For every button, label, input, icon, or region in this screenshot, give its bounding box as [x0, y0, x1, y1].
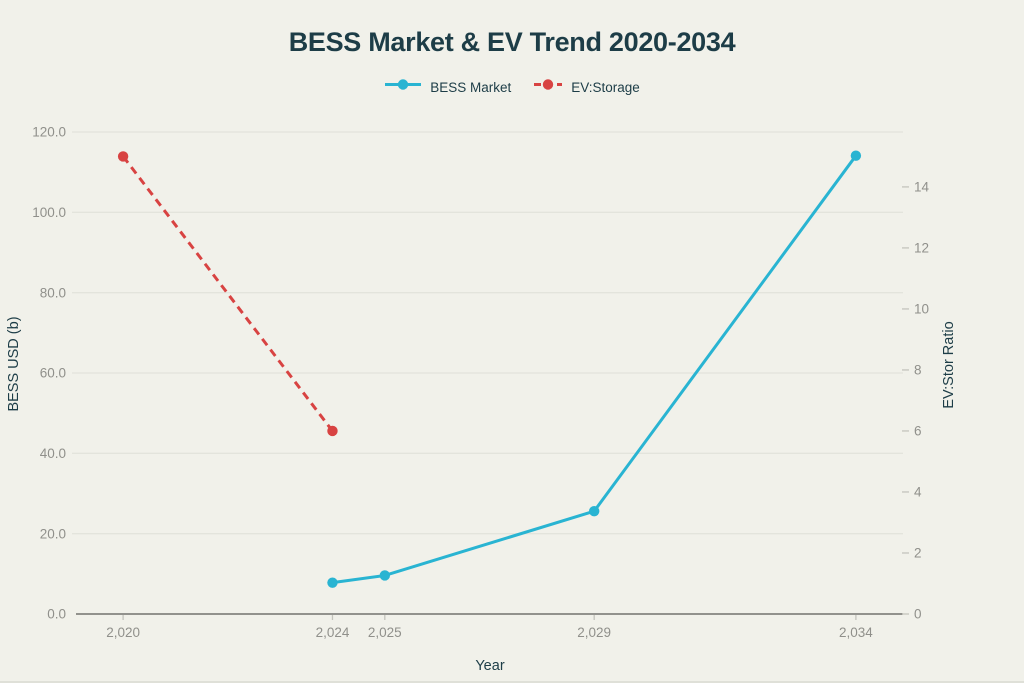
right-axis-tick-label: 0	[914, 607, 922, 622]
data-point	[117, 151, 129, 162]
right-axis-tick-label: 6	[914, 424, 922, 439]
data-point	[327, 577, 338, 588]
left-axis-tick-label: 40.0	[40, 446, 66, 461]
x-axis-tick-label: 2,029	[577, 625, 611, 640]
right-axis-tick-label: 12	[914, 241, 929, 256]
legend-label-ev-storage: EV:Storage	[571, 79, 640, 95]
x-axis-tick-label: 2,020	[106, 625, 140, 640]
left-axis-tick-label: 100.0	[32, 205, 66, 220]
legend-label-bess-market: BESS Market	[430, 79, 512, 95]
data-point	[850, 150, 862, 161]
left-axis-tick-label: 0.0	[47, 607, 66, 622]
right-axis-tick-label: 10	[914, 302, 929, 317]
right-axis-tick-label: 4	[914, 485, 922, 500]
legend: BESS Market EV:Storage	[0, 78, 1024, 96]
legend-item-ev-storage[interactable]: EV:Storage	[533, 78, 640, 96]
data-point	[588, 505, 600, 517]
ev-storage-line-swatch-icon	[533, 78, 563, 96]
right-axis-tick-label: 8	[914, 363, 922, 378]
x-axis-tick-label: 2,034	[839, 625, 873, 640]
x-axis-title: Year	[475, 658, 505, 674]
legend-swatch-graphic	[534, 79, 563, 90]
left-axis-tick-label: 80.0	[40, 285, 66, 300]
legend-swatch-graphic	[385, 79, 422, 90]
bess-market-line	[332, 154, 858, 585]
ev-storage-line	[121, 155, 334, 432]
data-point	[379, 570, 391, 581]
data-point	[327, 425, 338, 437]
bess-market-line-swatch-icon	[384, 78, 422, 96]
bottom-edge-divider	[0, 681, 1024, 683]
right-axis-tick-label: 14	[914, 180, 930, 195]
left-axis-tick-label: 20.0	[40, 526, 66, 541]
legend-item-bess-market[interactable]: BESS Market	[384, 78, 511, 96]
chart-title: BESS Market & EV Trend 2020-2034	[288, 27, 736, 57]
right-axis-tick-label: 2	[914, 546, 922, 561]
left-axis-tick-label: 120.0	[32, 125, 66, 140]
x-axis-tick-label: 2,024	[316, 625, 350, 640]
x-axis-tick-label: 2,025	[368, 625, 402, 640]
left-axis-tick-label: 60.0	[40, 366, 66, 381]
